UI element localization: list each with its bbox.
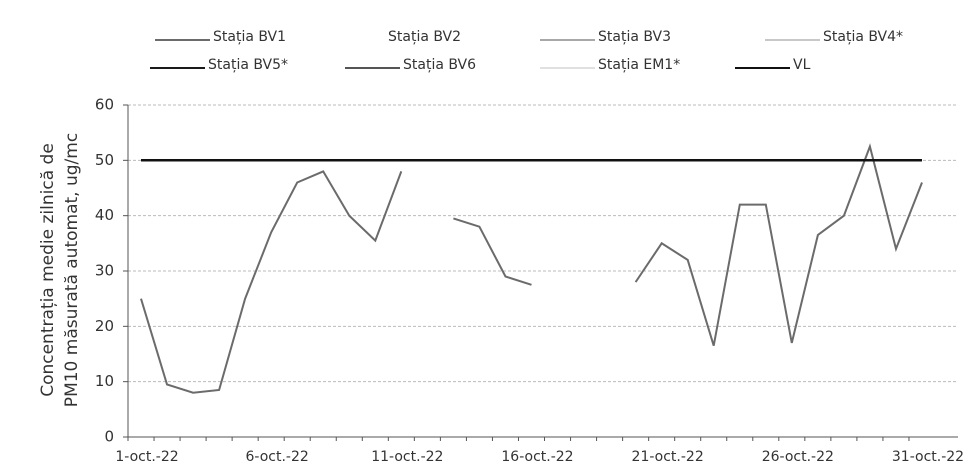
y-tick-label: 30 (95, 262, 114, 280)
legend-label: Stația BV5* (208, 57, 288, 73)
y-axis-label: Concentrația medie zilnică de (38, 143, 58, 397)
y-tick-label: 20 (95, 317, 114, 335)
x-tick-label: 11-oct.-22 (371, 449, 443, 465)
legend-label: Stația BV6 (403, 57, 476, 73)
legend-label: Stația BV2 (388, 29, 461, 45)
x-tick-label: 6-oct.-22 (246, 449, 309, 465)
x-tick-label: 16-oct.-22 (501, 449, 573, 465)
y-tick-label: 50 (95, 151, 114, 169)
y-tick-label: 10 (95, 372, 114, 390)
series-line (140, 143, 923, 394)
legend-label: VL (793, 57, 811, 73)
x-tick-label: 31-oct.-22 (892, 449, 964, 465)
y-tick-label: 0 (104, 428, 114, 446)
x-tick-label: 26-oct.-22 (762, 449, 834, 465)
legend-label: Stația BV3 (598, 29, 671, 45)
legend-label: Stația BV4* (823, 29, 903, 45)
y-tick-label: 40 (95, 206, 114, 224)
x-tick-label: 21-oct.-22 (632, 449, 704, 465)
y-axis-label: PM10 măsurată automat, ug/mc (62, 133, 82, 407)
legend-label: Stația EM1* (598, 57, 680, 73)
legend-label: Stația BV1 (213, 29, 286, 45)
x-tick-label: 1-oct.-22 (115, 449, 178, 465)
y-tick-label: 60 (95, 96, 114, 114)
